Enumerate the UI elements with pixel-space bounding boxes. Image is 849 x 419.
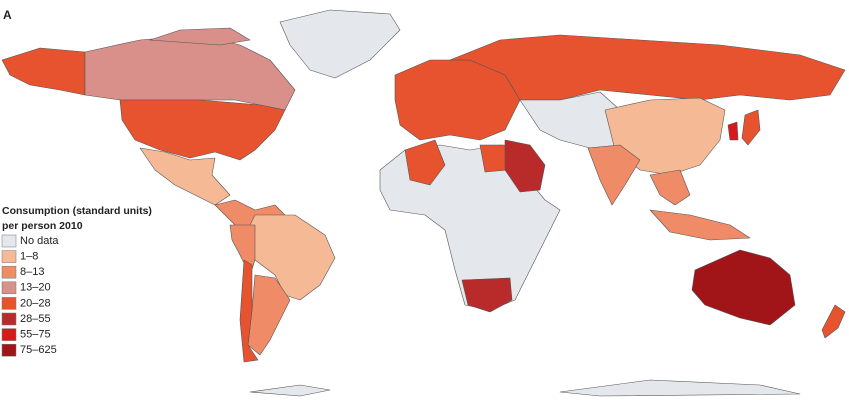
legend-swatch bbox=[1, 250, 17, 263]
legend-label: 1–8 bbox=[20, 251, 38, 263]
country bbox=[119, 99, 286, 161]
legend-label: 20–28 bbox=[20, 297, 51, 309]
legend-title: Consumption (standard units) bbox=[2, 205, 152, 217]
country bbox=[727, 121, 739, 141]
legend: Consumption (standard units) per person … bbox=[1, 205, 152, 357]
country bbox=[691, 249, 796, 326]
countries bbox=[1, 9, 846, 397]
legend-label: 28–55 bbox=[20, 313, 51, 325]
country bbox=[239, 259, 259, 363]
legend-swatch bbox=[1, 265, 17, 279]
country bbox=[1, 47, 86, 96]
country bbox=[559, 379, 801, 397]
country bbox=[504, 139, 546, 193]
legend-swatch bbox=[1, 328, 17, 341]
country bbox=[279, 9, 401, 79]
legend-title: per person 2010 bbox=[2, 220, 83, 232]
country bbox=[587, 144, 641, 206]
panel-label: A bbox=[3, 8, 12, 22]
country bbox=[139, 147, 231, 206]
legend-swatch bbox=[1, 297, 17, 310]
country bbox=[449, 34, 846, 101]
country bbox=[149, 27, 251, 46]
legend-swatch bbox=[1, 312, 17, 326]
legend-label: No data bbox=[20, 235, 59, 247]
country bbox=[461, 277, 513, 313]
country bbox=[821, 304, 846, 339]
country bbox=[404, 139, 446, 186]
legend-label: 75–625 bbox=[20, 344, 57, 356]
legend-label: 13–20 bbox=[20, 282, 51, 294]
legend-swatch bbox=[1, 281, 17, 295]
country bbox=[649, 169, 691, 206]
country bbox=[479, 144, 509, 173]
country bbox=[649, 209, 751, 241]
legend-swatch bbox=[1, 343, 17, 357]
legend-label: 8–13 bbox=[20, 266, 44, 278]
country bbox=[741, 109, 761, 146]
country bbox=[84, 34, 296, 111]
legend-label: 55–75 bbox=[20, 329, 51, 341]
country bbox=[249, 384, 331, 397]
country bbox=[379, 144, 561, 311]
legend-swatch bbox=[1, 234, 17, 248]
